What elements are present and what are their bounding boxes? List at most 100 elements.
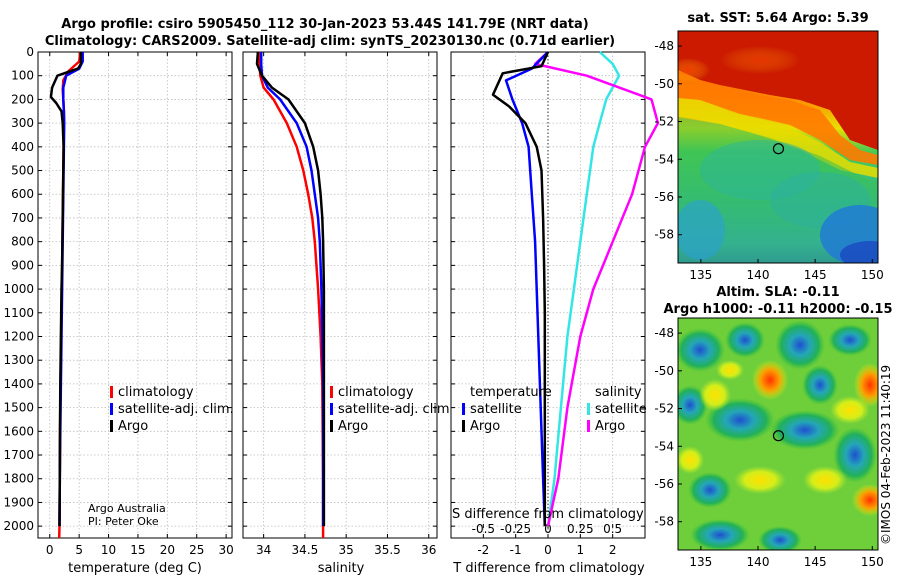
sla-map-title: Altim. SLA: -0.11 (716, 285, 839, 300)
y-tick-label: 300 (11, 116, 34, 130)
y-tick-label: 1700 (3, 448, 34, 462)
y-tick-label: 400 (11, 140, 34, 154)
map-y-tick-label: -52 (654, 402, 674, 416)
map-x-tick-label: 150 (861, 268, 884, 282)
temperature-axes-frame (37, 51, 233, 539)
map-x-tick-label: 140 (747, 555, 770, 569)
map-y-tick-label: -48 (654, 39, 674, 53)
sst-map-title: sat. SST: 5.64 Argo: 5.39 (687, 11, 868, 26)
x-tick-label: 5 (75, 543, 83, 557)
map-y-tick-label: -48 (654, 326, 674, 340)
x-tick-label: 10 (101, 543, 116, 557)
legend-climatology-swatch (330, 386, 333, 398)
map-y-tick-label: -50 (654, 77, 674, 91)
legend-s-satellite-label: satellite (595, 402, 647, 417)
series-argo (255, 51, 326, 527)
x-tick-label: 20 (160, 543, 175, 557)
x-tick-label: 34.5 (292, 543, 319, 557)
credit-line-1: Argo Australia (88, 502, 166, 515)
legend-satellite-label: satellite-adj. clim. (338, 402, 454, 417)
difference-panel: -0.5 -0.25 0 0.25 0.5 -2 -1 0 1 2 S difference f… (450, 51, 660, 576)
t-tick-label: 2 (609, 543, 617, 557)
legend-argo-label: Argo (118, 419, 148, 434)
series-t-satellite (504, 51, 549, 527)
y-tick-label: 500 (11, 164, 34, 178)
map-y-tick-label: -58 (654, 515, 674, 529)
y-tick-label: 1900 (3, 495, 34, 509)
y-tick-label: 100 (11, 69, 34, 83)
salinity-panel: 34 34.5 35 35.5 36 salinity climatology sate… (242, 51, 454, 576)
legend-t-satellite-swatch (462, 403, 465, 415)
sla-map-subtitle: Argo h1000: -0.11 h2000: -0.15 (663, 302, 892, 317)
float-location-marker (772, 143, 785, 155)
y-tick-label: 1100 (3, 306, 34, 320)
x-tick-label: 35.5 (374, 543, 401, 557)
y-tick-label: 800 (11, 235, 34, 249)
t-tick-label: 1 (577, 543, 585, 557)
map-y-tick-label: -50 (654, 364, 674, 378)
map-y-tick-label: -54 (654, 439, 674, 453)
difference-legend: temperature satellite Argo salinity sate… (462, 385, 647, 434)
sst-map-image (678, 31, 878, 263)
legend-argo-swatch (330, 420, 333, 432)
legend-argo-label: Argo (338, 419, 368, 434)
map-x-tick-label: 135 (689, 268, 712, 282)
map-y-tick-label: -58 (654, 228, 674, 242)
map-x-tick-label: 135 (689, 555, 712, 569)
y-tick-label: 1000 (3, 282, 34, 296)
figure-subtitle: Climatology: CARS2009. Satellite-adj cli… (45, 34, 615, 49)
legend-climatology-swatch (110, 386, 113, 398)
s-tick-label: -0.25 (500, 522, 531, 536)
map-x-tick-label: 150 (861, 555, 884, 569)
x-tick-label: 36 (421, 543, 436, 557)
s-tick-label: 0 (544, 522, 552, 536)
y-tick-label: 200 (11, 92, 34, 106)
legend-s-argo-swatch (587, 420, 590, 432)
timestamp: ©IMOS 04-Feb-2023 11:40:19 (879, 365, 893, 545)
salinity-xlabel: salinity (318, 561, 365, 576)
y-tick-label: 1800 (3, 472, 34, 486)
t-tick-label: -1 (510, 543, 522, 557)
float-location-marker (772, 430, 785, 442)
legend-t-argo-swatch (462, 420, 465, 432)
salinity-axes-frame (242, 51, 438, 539)
legend-climatology-label: climatology (118, 385, 194, 400)
sst-map-panel: sat. SST: 5.64 Argo: 5.39 135 140 145 150 -4… (654, 11, 884, 282)
series-s-satellite (546, 51, 621, 527)
legend-argo-swatch (110, 420, 113, 432)
legend-t-satellite-label: satellite (470, 402, 522, 417)
t-difference-xlabel: T difference from climatology (452, 561, 645, 576)
map-y-tick-label: -56 (654, 477, 674, 491)
y-tick-label: 1500 (3, 401, 34, 415)
map-x-tick-label: 145 (804, 555, 827, 569)
y-tick-label: 0 (26, 45, 34, 59)
temperature-legend: climatology satellite-adj. clim. Argo (110, 385, 234, 434)
sla-map-image (678, 318, 878, 550)
map-y-tick-label: -54 (654, 152, 674, 166)
legend-s-argo-label: Argo (595, 419, 625, 434)
depth-tick-labels: 0 100 200 300 400 500 600 700 800 900 1000 1100 1200… (3, 45, 34, 533)
series-t-argo (491, 51, 550, 527)
credit-line-2: PI: Peter Oke (88, 515, 159, 528)
y-tick-label: 700 (11, 211, 34, 225)
temperature-xlabel: temperature (deg C) (68, 561, 202, 576)
s-difference-xlabel: S difference from climatology (452, 507, 644, 522)
s-tick-label: 0.25 (567, 522, 594, 536)
x-tick-label: 15 (130, 543, 145, 557)
y-tick-label: 1600 (3, 424, 34, 438)
legend-satellite-label: satellite-adj. clim. (118, 402, 234, 417)
series-s-argo (533, 51, 660, 527)
map-x-tick-label: 145 (804, 268, 827, 282)
y-tick-label: 1200 (3, 329, 34, 343)
x-tick-label: 35 (339, 543, 354, 557)
y-tick-label: 900 (11, 258, 34, 272)
t-tick-label: -2 (477, 543, 489, 557)
x-tick-label: 0 (46, 543, 54, 557)
legend-satellite-swatch (330, 403, 333, 415)
map-y-tick-label: -56 (654, 190, 674, 204)
figure-title: Argo profile: csiro 5905450_112 30-Jan-2… (61, 17, 588, 32)
y-tick-label: 600 (11, 187, 34, 201)
sla-map-panel: Altim. SLA: -0.11 Argo h1000: -0.11 h200… (654, 285, 892, 569)
series-argo (49, 52, 83, 527)
